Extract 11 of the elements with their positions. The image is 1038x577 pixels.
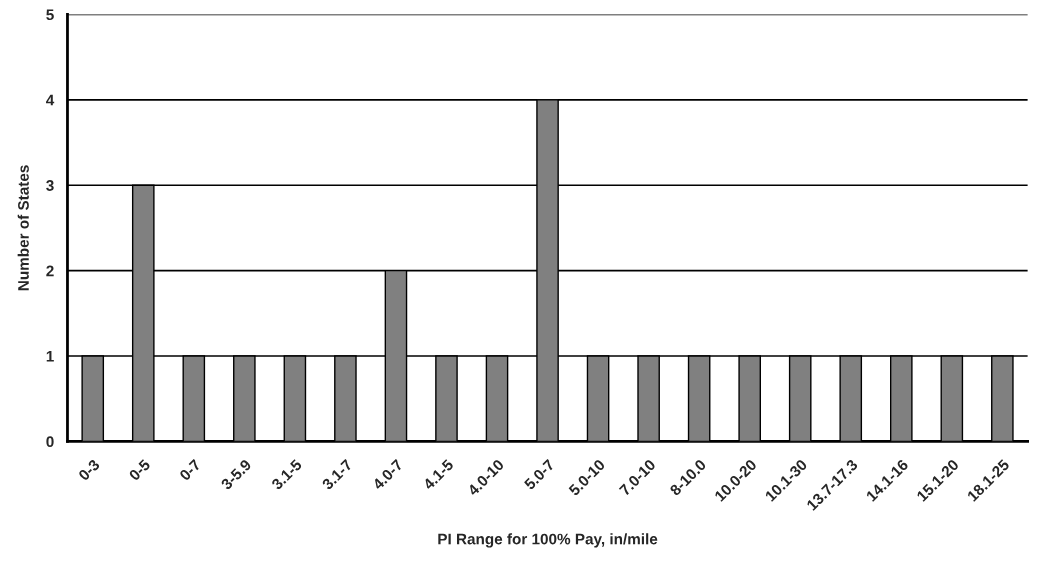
y-tick-label: 3 [46,180,54,191]
y-tick-label: 1 [46,351,54,362]
x-tick-label: 0-5 [128,458,151,482]
y-tick-label: 5 [46,9,54,21]
y-tick-label: 2 [46,265,54,277]
x-axis-title: PI Range for 100% Pay, in/mile [438,533,658,548]
x-tick-label: 0-3 [77,458,101,482]
y-tick-label: 4 [46,94,55,106]
y-tick-label: 0 [46,436,54,448]
x-tick-label: 0-7 [178,458,202,482]
y-axis-title: Number of States [17,165,29,291]
